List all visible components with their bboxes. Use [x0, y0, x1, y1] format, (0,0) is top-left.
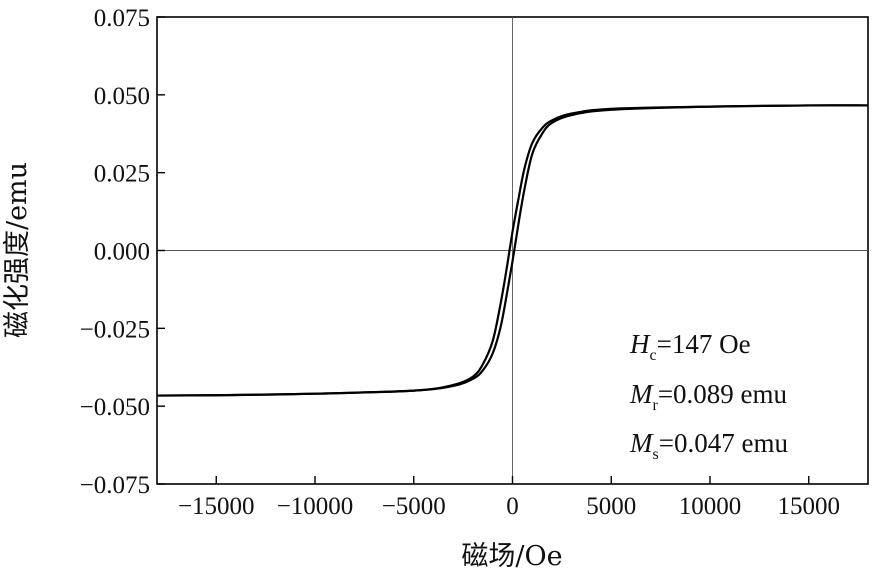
- y-tick-label: −0.025: [80, 316, 150, 343]
- annotation-saturation-value: =0.047 emu: [659, 428, 789, 458]
- x-tick-label: 10000: [679, 493, 742, 520]
- y-axis-title: 磁化强度/emu: [2, 162, 33, 338]
- y-tick-label: 0.000: [94, 239, 150, 266]
- y-tick-label: −0.050: [80, 394, 150, 421]
- y-tick-label: −0.075: [80, 472, 150, 499]
- x-tick-label: −10000: [277, 493, 354, 520]
- annotation-coercivity-value: =147 Oe: [657, 329, 751, 359]
- annotation-saturation-symbol: M: [629, 428, 654, 458]
- annotation-coercivity: Hc=147 Oe: [629, 329, 751, 364]
- annotation-coercivity-sub: c: [650, 347, 657, 364]
- y-tick-label: 0.075: [94, 5, 150, 32]
- annotation-remanence-value: =0.089 emu: [658, 379, 788, 409]
- annotation-remanence: Mr=0.089 emu: [629, 379, 788, 414]
- x-tick-label: −5000: [382, 493, 446, 520]
- y-tick-label: 0.025: [94, 161, 150, 188]
- x-tick-label: 0: [506, 493, 519, 520]
- x-axis-title: 磁场/Oe: [461, 541, 562, 572]
- annotation-remanence-symbol: M: [629, 379, 654, 409]
- series-line-2: [156, 104, 869, 397]
- annotation-saturation-sub: s: [653, 446, 659, 463]
- y-tick-label: 0.050: [94, 83, 150, 110]
- annotation-remanence-sub: r: [653, 397, 659, 414]
- x-tick-label: 15000: [778, 493, 841, 520]
- annotation-coercivity-symbol: H: [629, 329, 651, 359]
- annotation-saturation: Ms=0.047 emu: [629, 428, 788, 463]
- x-tick-label: −15000: [178, 493, 255, 520]
- x-tick-label: 5000: [586, 493, 636, 520]
